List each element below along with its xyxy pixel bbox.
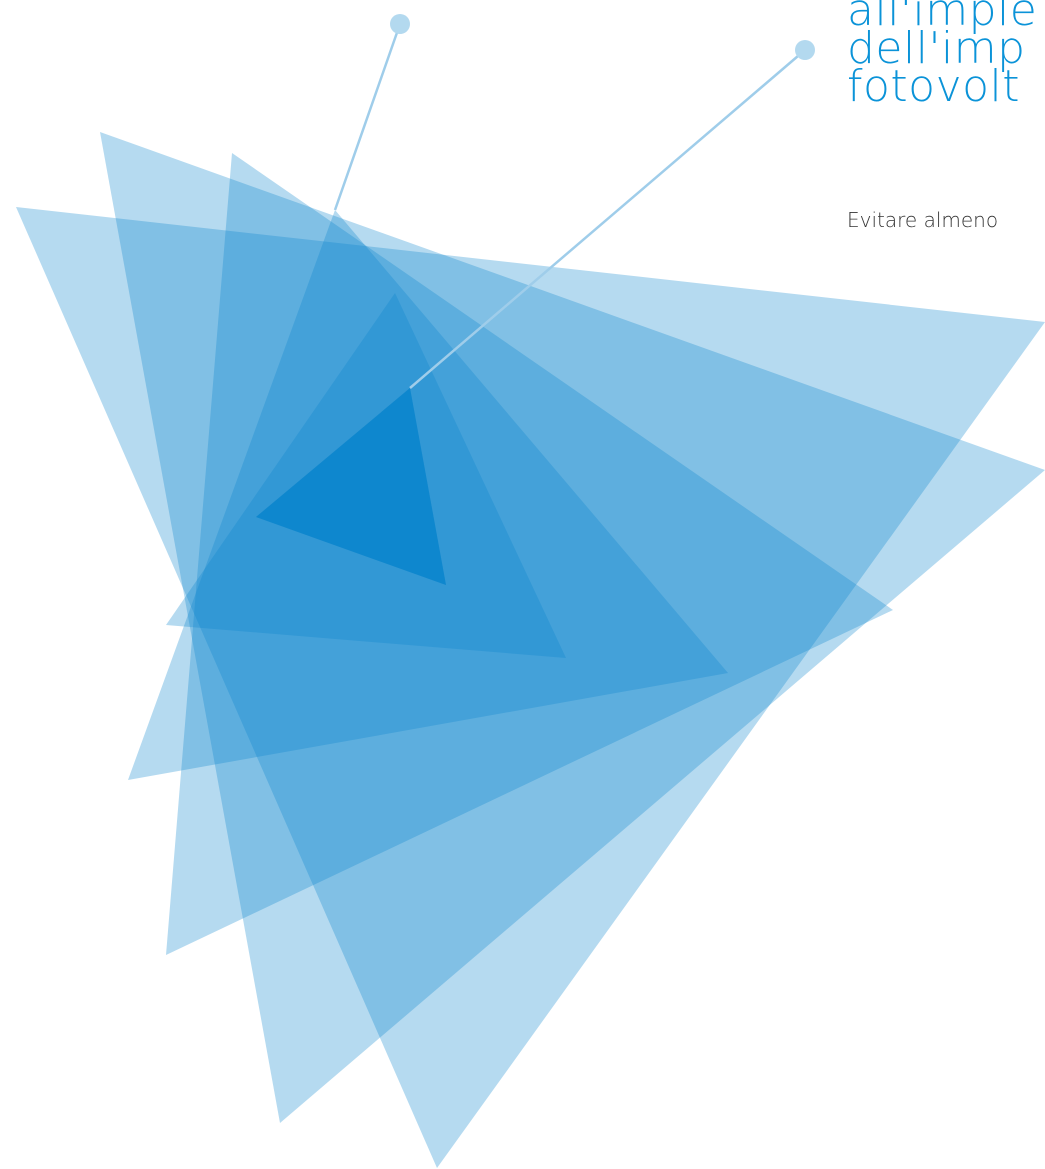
decoration: [0, 0, 1045, 1169]
heading: all'imple dell'imp fotovolt: [847, 0, 1037, 106]
page: all'imple dell'imp fotovolt Evitare alme…: [0, 0, 1045, 1169]
heading-line: fotovolt: [847, 68, 1037, 106]
dot: [795, 40, 815, 60]
dot: [390, 14, 410, 34]
paragraph: Evitare almeno: [847, 208, 998, 232]
connector: [335, 24, 400, 210]
